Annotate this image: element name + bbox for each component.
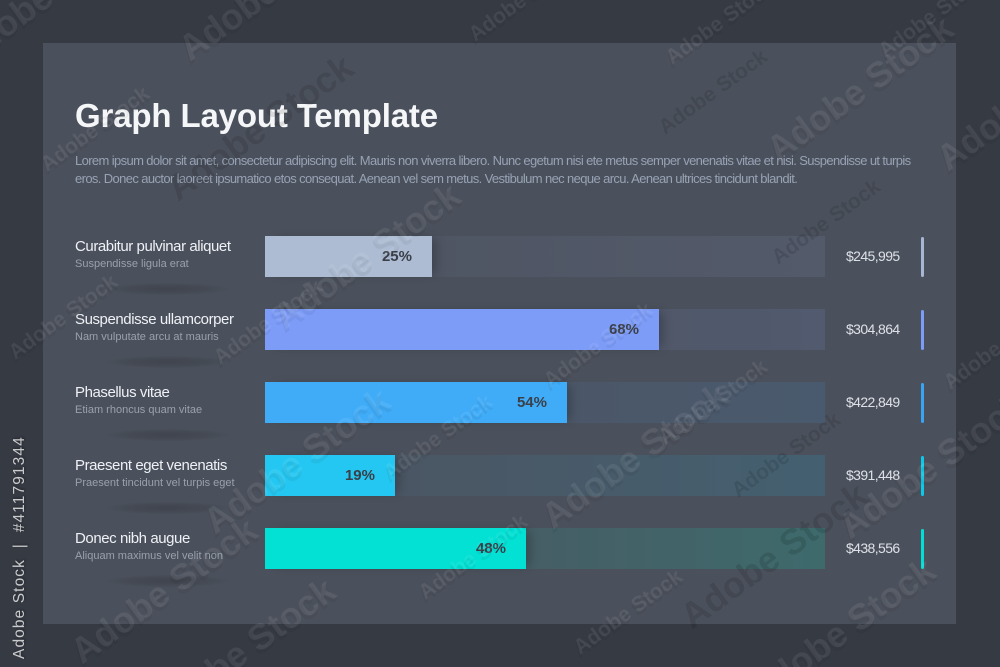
svg-text:Adobe Stock: Adobe Stock xyxy=(464,0,582,46)
